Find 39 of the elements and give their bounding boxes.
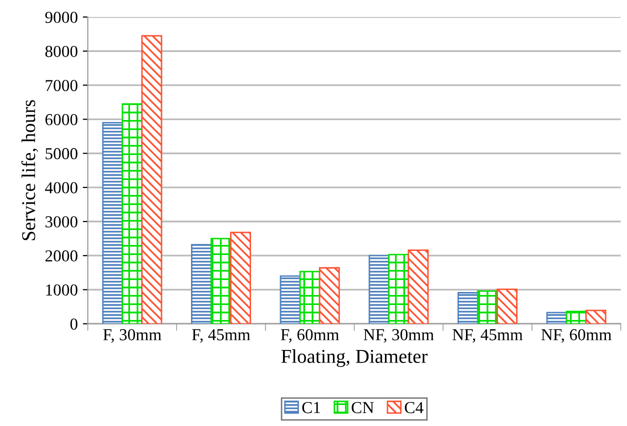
bar — [408, 249, 429, 324]
x-axis-title: Floating, Diameter — [281, 349, 428, 367]
y-tick-label: 5000 — [46, 148, 78, 160]
legend-label: C1 — [302, 402, 320, 414]
legend-label: CN — [352, 402, 374, 414]
x-tick-label: NF, 30mm — [364, 329, 434, 343]
y-tick-label: 1000 — [46, 284, 78, 296]
y-tick-label: 0 — [70, 318, 78, 330]
y-axis-title: Service life, hours — [21, 100, 38, 240]
bar — [388, 254, 410, 324]
bar — [566, 310, 587, 324]
bar — [585, 310, 606, 324]
bar — [299, 270, 320, 324]
bar — [280, 275, 301, 324]
bar — [230, 232, 252, 324]
bar — [210, 238, 232, 324]
legend-label: C4 — [404, 402, 424, 414]
bar — [457, 292, 478, 324]
x-tick-label: NF, 45mm — [452, 329, 523, 343]
y-tick-label: 6000 — [45, 114, 78, 126]
x-tick-label: F, 45mm — [192, 329, 250, 343]
y-tick-label: 7000 — [46, 80, 78, 92]
x-tick-label: F, 30mm — [103, 329, 162, 343]
bar — [102, 122, 124, 324]
x-tick-label: NF, 60mm — [541, 329, 612, 343]
bar — [318, 267, 340, 324]
y-tick-label: 4000 — [45, 182, 78, 194]
y-tick-label: 2000 — [45, 250, 78, 262]
bar — [368, 254, 390, 324]
y-tick-label: 8000 — [45, 46, 78, 58]
bar — [496, 288, 518, 324]
bar — [122, 103, 143, 324]
bar — [191, 244, 212, 324]
x-tick-label: F, 60mm — [280, 329, 340, 343]
bar — [477, 290, 498, 324]
y-tick-label: 9000 — [45, 12, 78, 23]
bar — [141, 35, 162, 324]
y-tick-label: 3000 — [46, 216, 78, 228]
bar — [546, 312, 568, 324]
